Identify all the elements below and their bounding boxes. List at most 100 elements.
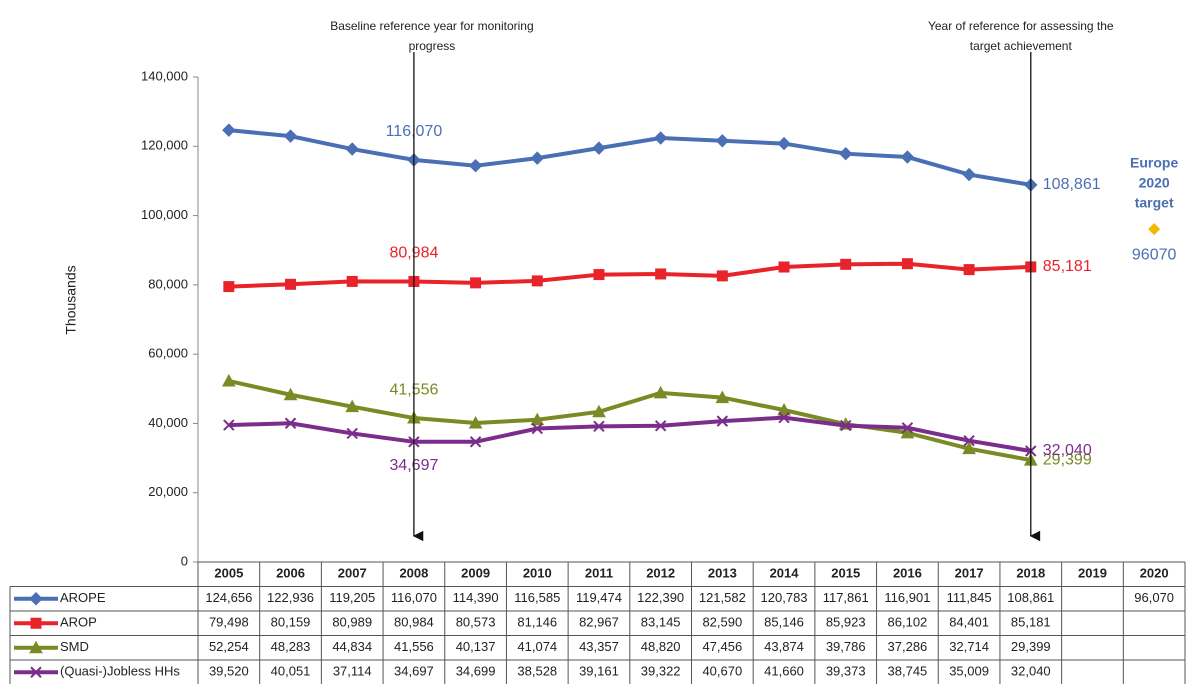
target-title: 2020 [1139, 175, 1170, 191]
marker [840, 419, 852, 432]
x-tick-label: 2007 [338, 566, 367, 581]
marker [470, 277, 482, 289]
x-tick-label: 2011 [585, 566, 613, 581]
marker [592, 404, 606, 418]
marker [592, 141, 606, 155]
marker [901, 258, 913, 270]
table-cell: 40,051 [271, 664, 311, 679]
table-cell: 82,590 [702, 615, 742, 630]
legend-label: (Quasi-)Jobless HHs [60, 664, 180, 679]
marker [593, 269, 605, 281]
target-title: Europe [1130, 155, 1178, 171]
marker [468, 159, 483, 173]
data-label: 85,181 [1043, 258, 1092, 275]
target-label: 96070 [1132, 246, 1177, 263]
y-tick-label: 0 [181, 553, 188, 568]
x-tick-label: 2014 [770, 566, 800, 581]
series-line [228, 415, 1032, 453]
table-cell: 48,283 [271, 639, 311, 654]
table-cell: 83,145 [641, 615, 681, 630]
marker [531, 275, 543, 287]
table-cell: 79,498 [209, 615, 249, 630]
data-label: 29,399 [1043, 451, 1092, 468]
table-cell: 37,286 [888, 639, 928, 654]
table-cell: 39,373 [826, 664, 866, 679]
table-cell: 80,573 [456, 615, 496, 630]
marker [715, 134, 730, 148]
marker [593, 420, 605, 433]
series-line [228, 128, 1032, 187]
table-cell: 29,399 [1011, 639, 1051, 654]
table-cell: 52,254 [209, 639, 249, 654]
x-tick-label: 2010 [523, 566, 552, 581]
marker [777, 136, 791, 151]
table-cell: 39,161 [579, 664, 619, 679]
x-tick-label: 2009 [461, 566, 490, 581]
table-cell: 39,520 [209, 664, 249, 679]
y-tick-label: 80,000 [148, 276, 188, 291]
marker [716, 415, 729, 427]
table-cell: 117,861 [823, 590, 869, 605]
table-cell: 116,901 [884, 590, 930, 605]
marker [285, 278, 297, 290]
marker [283, 387, 298, 401]
table-cell: 119,474 [576, 590, 622, 605]
x-tick-label: 2006 [276, 566, 305, 581]
table-cell: 41,556 [394, 639, 434, 654]
table-cell: 85,146 [764, 615, 804, 630]
table-cell: 85,181 [1011, 615, 1051, 630]
marker [222, 123, 236, 137]
x-tick-label: 2008 [399, 566, 428, 581]
table-cell: 85,923 [826, 615, 866, 630]
marker [283, 129, 298, 143]
series-line [228, 261, 1031, 289]
marker [840, 258, 852, 270]
marker [284, 417, 297, 429]
marker [962, 441, 976, 455]
marker [530, 151, 544, 165]
marker [654, 420, 667, 432]
marker [30, 666, 42, 678]
y-tick-label: 40,000 [148, 415, 188, 430]
table-cell: 40,137 [456, 639, 496, 654]
table-cell: 122,390 [637, 590, 684, 605]
table-cell: 119,205 [329, 590, 375, 605]
table-cell: 114,390 [453, 590, 499, 605]
x-tick-label: 2019 [1078, 566, 1107, 581]
legend-label: AROP [60, 615, 97, 630]
marker [345, 142, 359, 156]
table-cell: 122,936 [267, 590, 314, 605]
table-cell: 34,697 [394, 664, 434, 679]
marker [653, 385, 668, 399]
marker [655, 268, 667, 280]
table-cell: 44,834 [332, 639, 372, 654]
marker [839, 146, 853, 161]
marker [778, 261, 790, 273]
marker [901, 422, 914, 434]
table-cell: 41,660 [764, 664, 804, 679]
series-line [228, 379, 1032, 463]
marker [715, 390, 730, 404]
legend-label: AROPE [60, 590, 106, 605]
x-tick-label: 2012 [646, 566, 675, 581]
table-cell: 37,114 [333, 664, 372, 679]
table-cell: 43,357 [579, 639, 619, 654]
marker [468, 415, 483, 429]
target-title: target [1135, 195, 1174, 211]
table-cell: 81,146 [517, 615, 557, 630]
marker [29, 640, 43, 654]
legend-label: SMD [60, 639, 89, 654]
marker [469, 436, 482, 448]
table-cell: 32,714 [949, 639, 989, 654]
marker [963, 264, 975, 276]
x-tick-label: 2017 [955, 566, 984, 581]
x-tick-label: 2020 [1140, 566, 1169, 581]
y-tick-label: 20,000 [148, 484, 188, 499]
table-cell: 39,786 [826, 639, 866, 654]
table-cell: 108,861 [1007, 590, 1054, 605]
table-cell: 40,670 [702, 664, 742, 679]
marker [530, 412, 545, 426]
marker [223, 419, 235, 431]
y-tick-label: 140,000 [141, 68, 188, 83]
